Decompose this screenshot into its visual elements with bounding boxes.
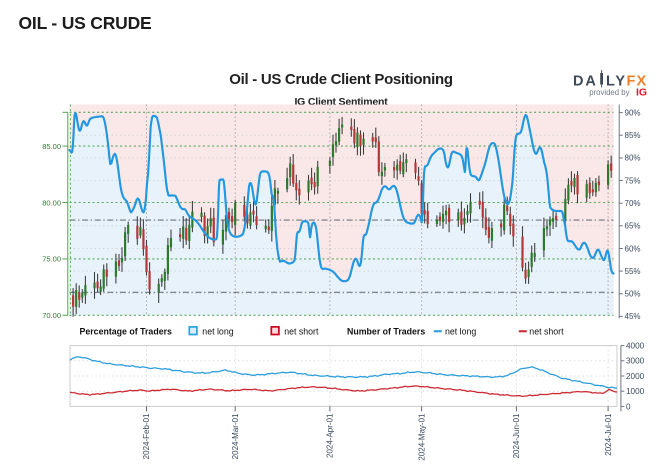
- svg-text:45%: 45%: [625, 312, 641, 321]
- svg-text:0: 0: [626, 402, 631, 411]
- svg-text:90%: 90%: [625, 108, 641, 117]
- svg-text:provided by: provided by: [589, 88, 629, 97]
- svg-text:55%: 55%: [625, 267, 641, 276]
- svg-text:75.00: 75.00: [42, 255, 61, 264]
- svg-text:Percentage of Traders: Percentage of Traders: [80, 326, 173, 336]
- svg-text:2024-Jun-01: 2024-Jun-01: [512, 413, 521, 458]
- svg-text:2024-Mar-01: 2024-Mar-01: [231, 413, 240, 459]
- svg-text:2024-Feb-01: 2024-Feb-01: [142, 413, 151, 459]
- svg-text:Oil - US Crude Client Position: Oil - US Crude Client Positioning: [229, 71, 453, 88]
- svg-text:Number of Traders: Number of Traders: [347, 326, 425, 336]
- svg-text:65%: 65%: [625, 222, 641, 231]
- svg-text:IG: IG: [636, 87, 647, 99]
- svg-text:net short: net short: [284, 326, 319, 336]
- svg-text:85.00: 85.00: [42, 142, 61, 151]
- svg-text:80%: 80%: [625, 154, 641, 163]
- svg-text:60%: 60%: [625, 244, 641, 253]
- svg-text:85%: 85%: [625, 131, 641, 140]
- svg-text:2024-May-01: 2024-May-01: [417, 413, 426, 461]
- svg-text:70%: 70%: [625, 199, 641, 208]
- svg-text:DA: DA: [573, 74, 598, 90]
- svg-text:1000: 1000: [626, 387, 645, 396]
- svg-text:2000: 2000: [626, 372, 645, 381]
- svg-text:2024-Apr-01: 2024-Apr-01: [326, 413, 335, 458]
- svg-text:4000: 4000: [626, 342, 645, 351]
- svg-text:FX: FX: [627, 74, 648, 90]
- svg-text:3000: 3000: [626, 357, 645, 366]
- svg-text:2024-Jul-01: 2024-Jul-01: [604, 413, 613, 456]
- svg-text:75%: 75%: [625, 176, 641, 185]
- svg-text:OIL - US CRUDE: OIL - US CRUDE: [19, 13, 152, 33]
- svg-text:80.00: 80.00: [42, 198, 61, 207]
- svg-text:50%: 50%: [625, 290, 641, 299]
- svg-text:LY: LY: [606, 74, 627, 90]
- svg-text:net long: net long: [202, 326, 233, 336]
- svg-text:net short: net short: [529, 326, 564, 336]
- svg-text:70.00: 70.00: [42, 311, 61, 320]
- svg-text:net long: net long: [445, 326, 476, 336]
